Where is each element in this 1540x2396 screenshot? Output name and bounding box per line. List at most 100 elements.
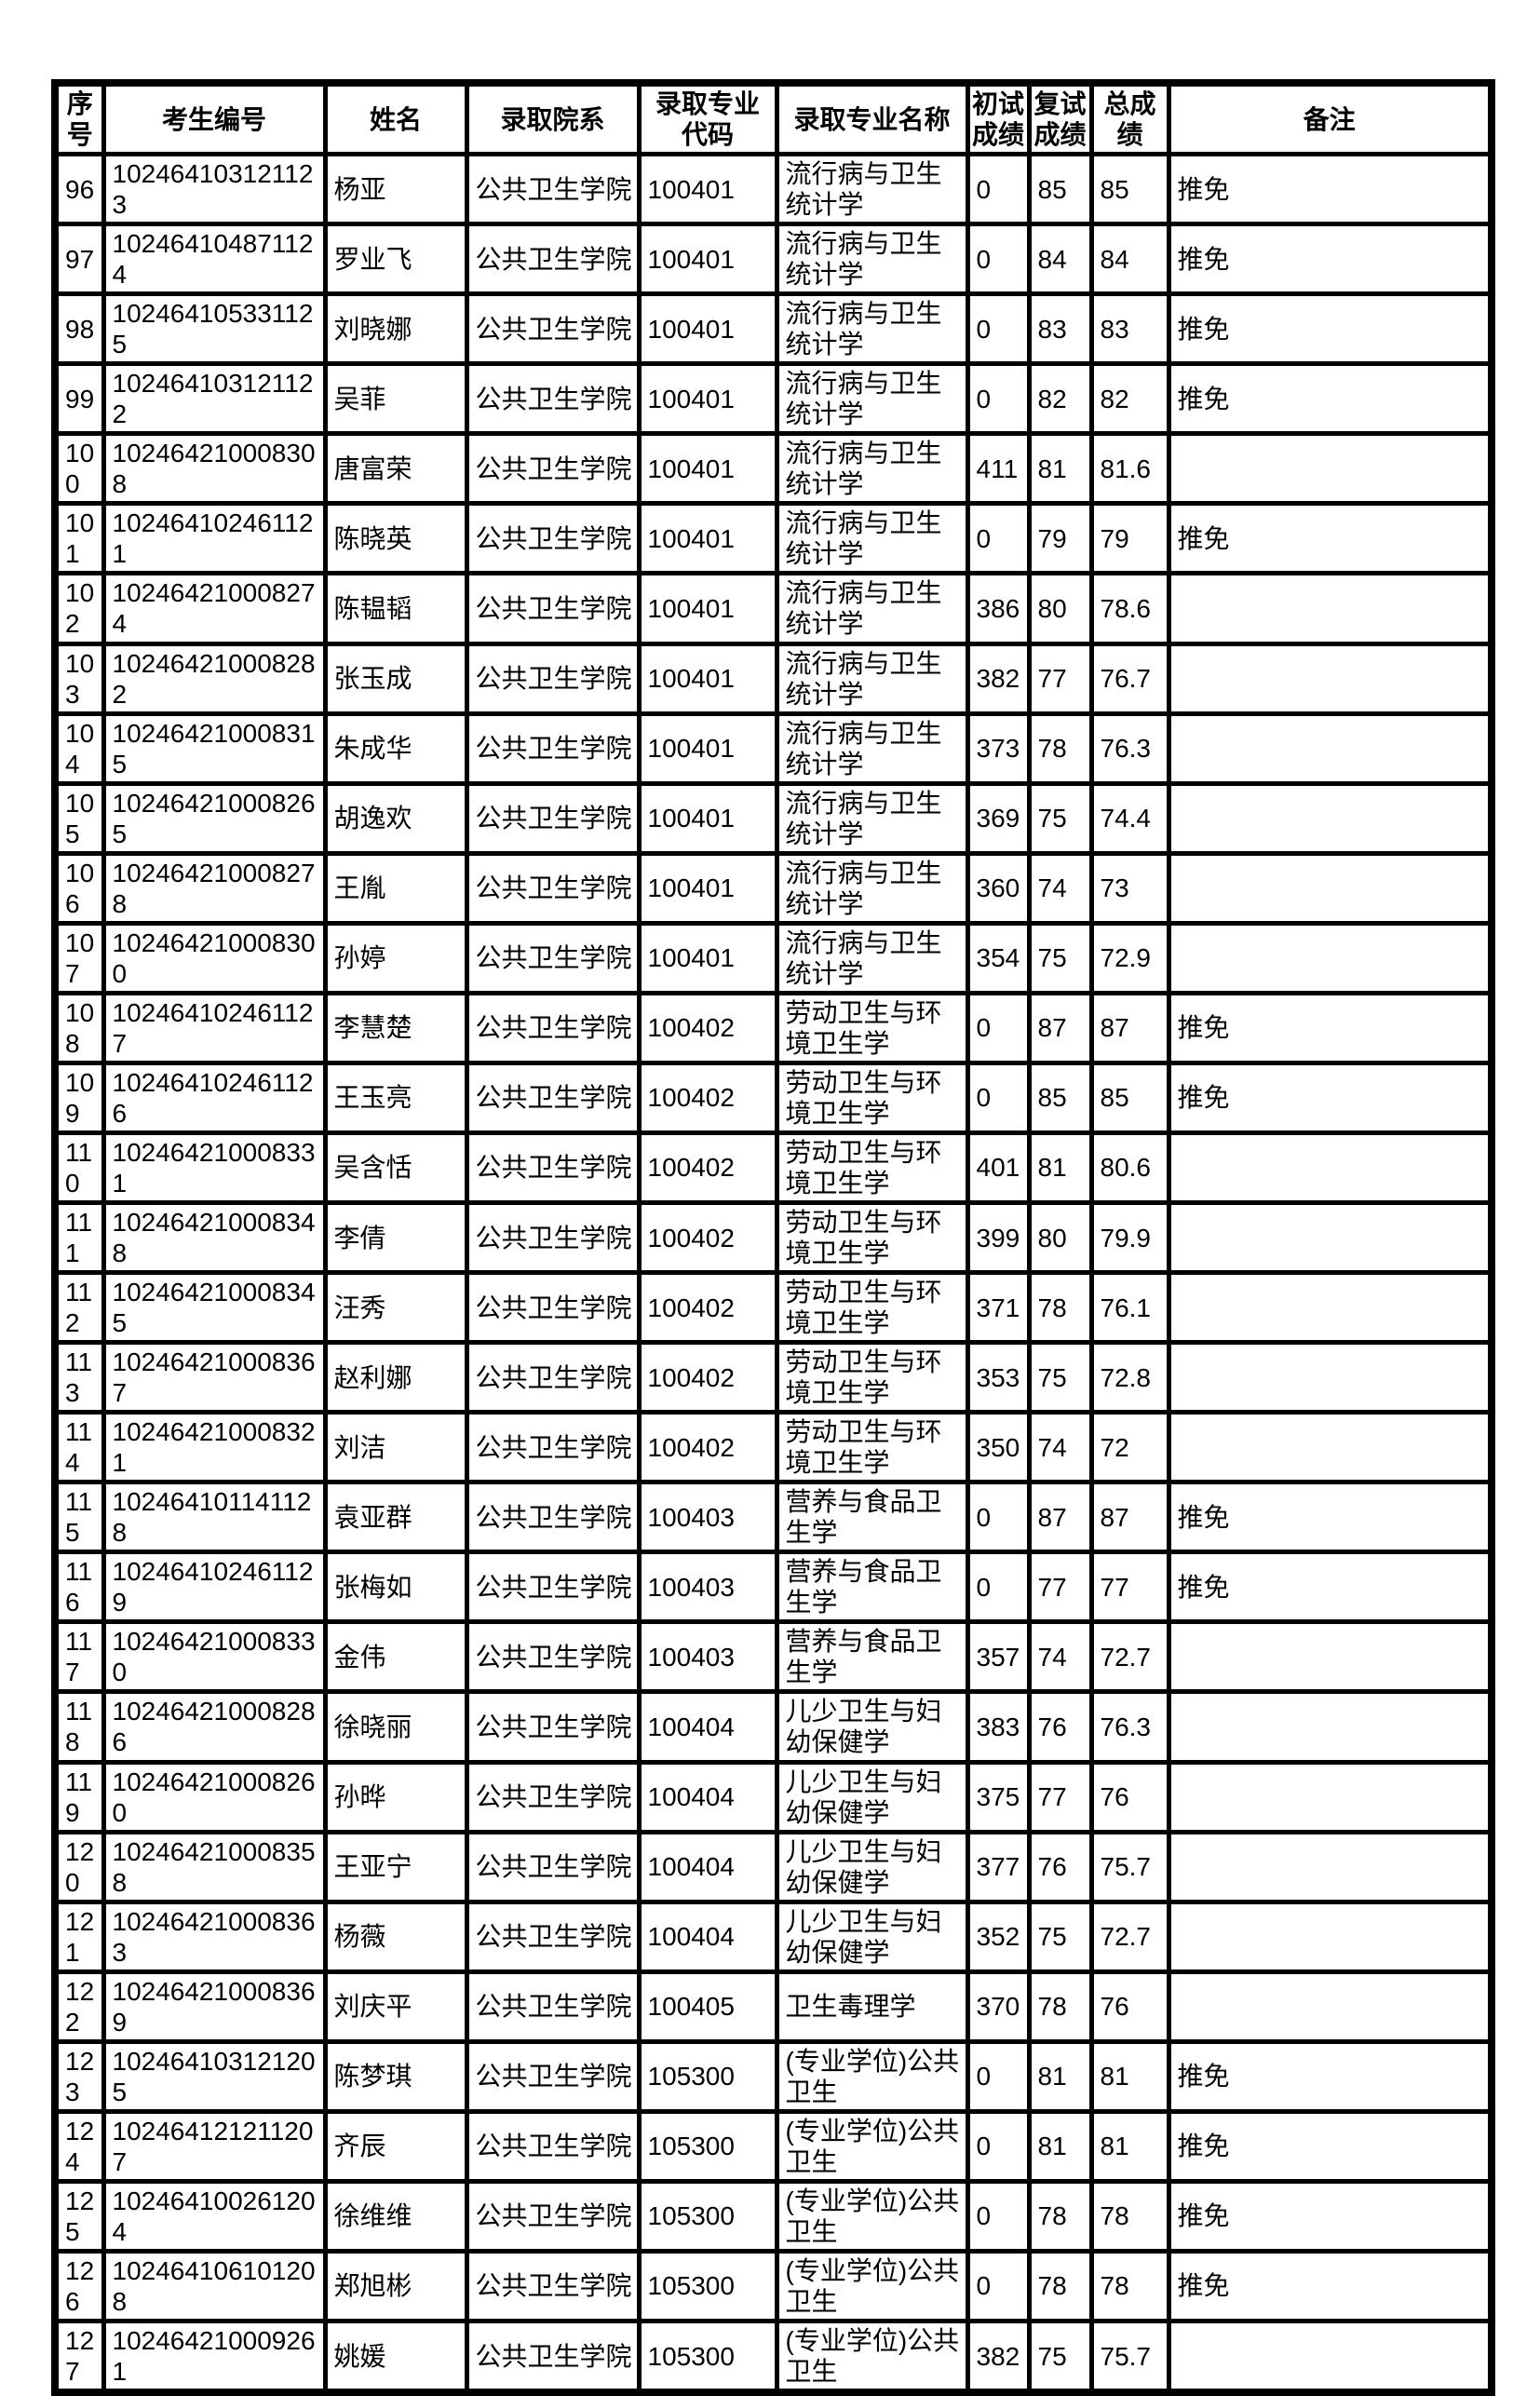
cell-index: 122 [52, 1969, 106, 2044]
table-row: 124 102464121211207 齐辰 公共卫生学院 105300 (专业学位)公共… [52, 2108, 1494, 2184]
cell-retest_score: 78 [1026, 2178, 1094, 2254]
cell-name: 李慧楚 [322, 990, 469, 1065]
cell-retest_score: 75 [1026, 1340, 1094, 1415]
table-row: 97 102464104871124 罗业飞 公共卫生学院 100401 流行病与卫生统计… [52, 222, 1494, 297]
cell-department: 公共卫生学院 [464, 571, 642, 646]
cell-major_name: 劳动卫生与环境卫生学 [774, 1060, 970, 1135]
table-row: 100 102464210008308 唐富荣 公共卫生学院 100401 流行病与卫生统… [52, 431, 1494, 507]
cell-index: 108 [52, 990, 106, 1065]
cell-major_name: 儿少卫生与妇幼保健学 [774, 1759, 970, 1834]
cell-candidate_id: 102464101141128 [101, 1480, 328, 1555]
cell-major_code: 100403 [636, 1619, 779, 1695]
cell-retest_score: 85 [1026, 152, 1094, 227]
cell-name: 张梅如 [322, 1550, 469, 1625]
cell-retest_score: 76 [1026, 1689, 1094, 1765]
table-body: 96 102464103121123 杨亚 公共卫生学院 100401 流行病与卫生统计学… [52, 152, 1494, 2395]
cell-candidate_id: 102464210008265 [101, 780, 328, 856]
cell-name: 胡逸欢 [322, 780, 469, 856]
cell-department: 公共卫生学院 [464, 1060, 642, 1135]
cell-candidate_id: 102464210008348 [101, 1199, 328, 1276]
admission-results-table: 序号 考生编号 姓名 录取院系 录取专业 代码 录取专业名称 初试 成绩 复试 … [51, 79, 1495, 2396]
cell-department: 公共卫生学院 [464, 641, 642, 716]
cell-index: 115 [52, 1480, 106, 1555]
cell-major_name: 流行病与卫生统计学 [774, 850, 970, 926]
cell-major_name: 流行病与卫生统计学 [774, 152, 970, 227]
cell-major_code: 100401 [636, 501, 779, 576]
cell-index: 120 [52, 1829, 106, 1904]
cell-initial_score: 369 [965, 780, 1032, 856]
table-row: 119 102464210008260 孙晔 公共卫生学院 100404 儿少卫生与妇幼保… [52, 1759, 1494, 1834]
column-header-remarks: 备注 [1166, 80, 1494, 157]
cell-major_code: 100401 [636, 850, 779, 926]
cell-major_name: 流行病与卫生统计学 [774, 780, 970, 856]
cell-name: 吴菲 [322, 361, 469, 437]
cell-total_score: 83 [1088, 291, 1171, 367]
cell-major_code: 100402 [636, 1060, 779, 1135]
cell-major_name: 儿少卫生与妇幼保健学 [774, 1829, 970, 1904]
cell-name: 孙晔 [322, 1759, 469, 1834]
cell-department: 公共卫生学院 [464, 780, 642, 856]
column-header-retest-score: 复试 成绩 [1026, 80, 1094, 157]
cell-major_code: 100401 [636, 711, 779, 786]
cell-department: 公共卫生学院 [464, 2178, 642, 2254]
cell-name: 刘晓娜 [322, 291, 469, 367]
cell-total_score: 74.4 [1088, 780, 1171, 856]
cell-retest_score: 83 [1026, 291, 1094, 367]
cell-candidate_id: 102464121211207 [101, 2108, 328, 2184]
cell-department: 公共卫生学院 [464, 920, 642, 995]
table-row: 125 102464100261204 徐维维 公共卫生学院 105300 (专业学位)公… [52, 2178, 1494, 2254]
cell-department: 公共卫生学院 [464, 990, 642, 1065]
table-row: 99 102464103121122 吴菲 公共卫生学院 100401 流行病与卫生统计学… [52, 361, 1494, 437]
cell-total_score: 72.8 [1088, 1340, 1171, 1415]
cell-major_code: 100404 [636, 1899, 779, 1974]
cell-candidate_id: 102464210008331 [101, 1130, 328, 1206]
cell-index: 126 [52, 2248, 106, 2324]
cell-major_name: (专业学位)公共卫生 [774, 2108, 970, 2184]
cell-retest_score: 80 [1026, 1199, 1094, 1276]
cell-name: 金伟 [322, 1619, 469, 1695]
cell-index: 125 [52, 2178, 106, 2254]
cell-index: 113 [52, 1340, 106, 1415]
cell-total_score: 76.1 [1088, 1270, 1171, 1346]
cell-retest_score: 78 [1026, 711, 1094, 786]
cell-remarks [1166, 1270, 1494, 1346]
cell-department: 公共卫生学院 [464, 1410, 642, 1485]
cell-name: 汪秀 [322, 1270, 469, 1346]
cell-department: 公共卫生学院 [464, 1899, 642, 1974]
cell-name: 吴含恬 [322, 1130, 469, 1206]
cell-remarks: 推免 [1166, 990, 1494, 1065]
cell-candidate_id: 102464102461121 [101, 501, 328, 576]
cell-retest_score: 78 [1026, 1270, 1094, 1346]
cell-name: 姚媛 [322, 2319, 469, 2395]
cell-index: 106 [52, 850, 106, 926]
cell-major_code: 100404 [636, 1689, 779, 1765]
cell-name: 王亚宁 [322, 1829, 469, 1904]
cell-remarks [1166, 1689, 1494, 1765]
cell-name: 唐富荣 [322, 431, 469, 507]
cell-major_code: 100401 [636, 222, 779, 297]
cell-major_code: 100401 [636, 291, 779, 367]
cell-remarks [1166, 1340, 1494, 1415]
cell-department: 公共卫生学院 [464, 2038, 642, 2114]
cell-major_name: (专业学位)公共卫生 [774, 2248, 970, 2324]
cell-major_code: 100403 [636, 1550, 779, 1625]
table-row: 105 102464210008265 胡逸欢 公共卫生学院 100401 流行病与卫生统… [52, 780, 1494, 856]
table-row: 127 102464210009261 姚媛 公共卫生学院 105300 (专业学位)公共… [52, 2319, 1494, 2395]
cell-initial_score: 0 [965, 990, 1032, 1065]
cell-name: 陈韫韬 [322, 571, 469, 646]
cell-remarks [1166, 1759, 1494, 1834]
cell-name: 袁亚群 [322, 1480, 469, 1555]
cell-retest_score: 75 [1026, 2319, 1094, 2395]
cell-remarks: 推免 [1166, 361, 1494, 437]
cell-major_name: 流行病与卫生统计学 [774, 431, 970, 507]
cell-major_code: 100402 [636, 1270, 779, 1346]
cell-major_name: 儿少卫生与妇幼保健学 [774, 1899, 970, 1974]
cell-candidate_id: 102464210008369 [101, 1969, 328, 2044]
cell-department: 公共卫生学院 [464, 1199, 642, 1276]
cell-retest_score: 77 [1026, 1759, 1094, 1834]
cell-retest_score: 81 [1026, 2038, 1094, 2114]
table-row: 111 102464210008348 李倩 公共卫生学院 100402 劳动卫生与环境卫… [52, 1199, 1494, 1276]
cell-retest_score: 79 [1026, 501, 1094, 576]
cell-major_code: 100404 [636, 1829, 779, 1904]
cell-initial_score: 411 [965, 431, 1032, 507]
